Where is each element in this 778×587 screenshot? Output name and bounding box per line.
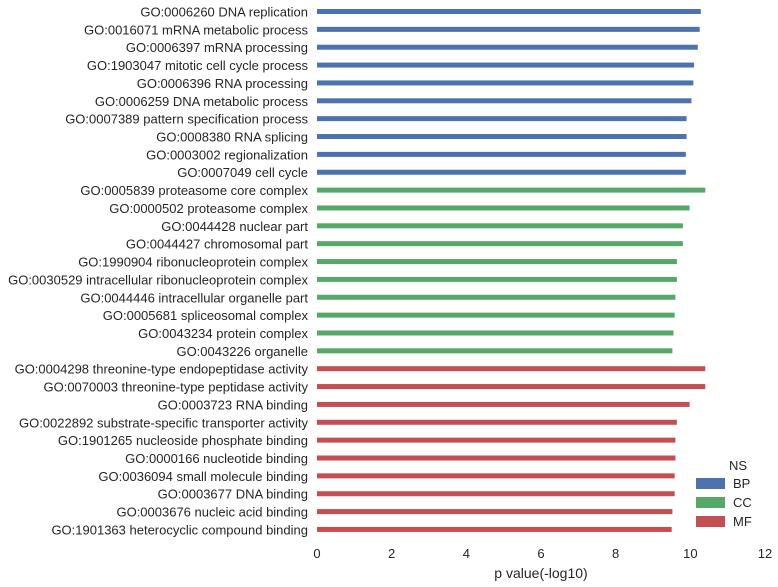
category-label: GO:0044428 nuclear part: [161, 219, 308, 234]
x-tick-label: 0: [313, 546, 320, 561]
category-label: GO:1901265 nucleoside phosphate binding: [58, 433, 308, 448]
category-label: GO:0003723 RNA binding: [158, 397, 308, 412]
category-label: GO:0006260 DNA replication: [140, 5, 308, 20]
category-label: GO:0043234 protein complex: [138, 326, 308, 341]
category-label: GO:0005681 spliceosomal complex: [103, 308, 309, 323]
bar-9: [317, 169, 686, 175]
category-label: GO:0008380 RNA splicing: [156, 130, 308, 145]
bar-23: [317, 419, 677, 425]
x-tick-labels: 0 2 4 6 8 10 12: [313, 546, 772, 561]
bar-2: [317, 44, 698, 50]
bar-15: [317, 276, 677, 282]
category-label: GO:1901363 heterocyclic compound binding: [51, 522, 308, 537]
category-label: GO:0044446 intracellular organelle part: [80, 290, 308, 305]
category-label: GO:0003677 DNA binding: [158, 487, 308, 502]
bar-7: [317, 134, 687, 140]
category-label: GO:0006396 RNA processing: [137, 76, 308, 91]
category-label: GO:1903047 mitotic cell cycle process: [87, 58, 309, 73]
bar-5: [317, 98, 692, 104]
x-tick-label: 6: [537, 546, 544, 561]
category-labels: GO:0006260 DNA replication GO:0016071 mRN…: [8, 5, 308, 538]
bar-1: [317, 26, 700, 32]
bar-21: [317, 384, 706, 390]
category-label: GO:0030529 intracellular ribonucleoprote…: [8, 272, 308, 287]
category-label: GO:0006397 mRNA processing: [126, 40, 308, 55]
x-tick-label: 10: [683, 546, 697, 561]
x-tick-label: 12: [758, 546, 772, 561]
bar-19: [317, 348, 673, 354]
bar-14: [317, 259, 677, 265]
bar-8: [317, 151, 686, 157]
bar-10: [317, 187, 706, 193]
bar-29: [317, 526, 672, 532]
x-tick-label: 4: [463, 546, 470, 561]
category-label: GO:0044427 chromosomal part: [126, 237, 308, 252]
x-tick-label: 2: [388, 546, 395, 561]
bar-26: [317, 473, 675, 479]
bar-18: [317, 330, 674, 336]
legend-swatch-bp: [696, 478, 725, 489]
bar-4: [317, 80, 694, 86]
legend: NS BP CC MF: [696, 458, 752, 529]
bar-24: [317, 437, 676, 443]
category-label: GO:0007389 pattern specification process: [65, 112, 308, 127]
category-label: GO:0006259 DNA metabolic process: [95, 94, 309, 109]
bar-11: [317, 205, 690, 211]
category-label: GO:1990904 ribonucleoprotein complex: [78, 255, 308, 270]
bar-0: [317, 9, 701, 14]
bar-16: [317, 294, 676, 300]
bar-12: [317, 223, 683, 229]
bar-3: [317, 62, 695, 68]
category-label: GO:0003676 nucleic acid binding: [116, 505, 308, 520]
legend-swatch-cc: [696, 497, 725, 508]
category-label: GO:0000502 proteasome complex: [109, 201, 308, 216]
category-label: GO:0036094 small molecule binding: [98, 469, 308, 484]
legend-entries: BP CC MF: [696, 476, 752, 529]
bar-17: [317, 312, 675, 318]
bar-25: [317, 455, 676, 461]
category-label: GO:0022892 substrate-specific transporte…: [19, 415, 309, 430]
bar-13: [317, 241, 683, 247]
legend-label-bp: BP: [733, 476, 750, 491]
legend-label-cc: CC: [733, 495, 752, 510]
category-label: GO:0016071 mRNA metabolic process: [84, 22, 308, 37]
legend-title: NS: [729, 458, 747, 473]
category-label: GO:0070003 threonine-type peptidase acti…: [43, 380, 308, 395]
legend-swatch-mf: [696, 516, 725, 527]
category-label: GO:0003002 regionalization: [146, 147, 308, 162]
bar-27: [317, 491, 675, 497]
bar-6: [317, 116, 687, 122]
category-label: GO:0005839 proteasome core complex: [80, 183, 308, 198]
category-label: GO:0004298 threonine-type endopeptidase …: [15, 362, 309, 377]
category-label: GO:0000166 nucleotide binding: [125, 451, 308, 466]
legend-label-mf: MF: [733, 514, 752, 529]
bar-20: [317, 366, 706, 372]
x-tick-label: 8: [612, 546, 619, 561]
category-label: GO:0007049 cell cycle: [177, 165, 308, 180]
x-axis-title: p value(-log10): [494, 565, 587, 581]
bars-group: [317, 9, 706, 532]
category-label: GO:0043226 organelle: [176, 344, 308, 359]
bar-28: [317, 509, 673, 515]
bar-22: [317, 401, 690, 407]
